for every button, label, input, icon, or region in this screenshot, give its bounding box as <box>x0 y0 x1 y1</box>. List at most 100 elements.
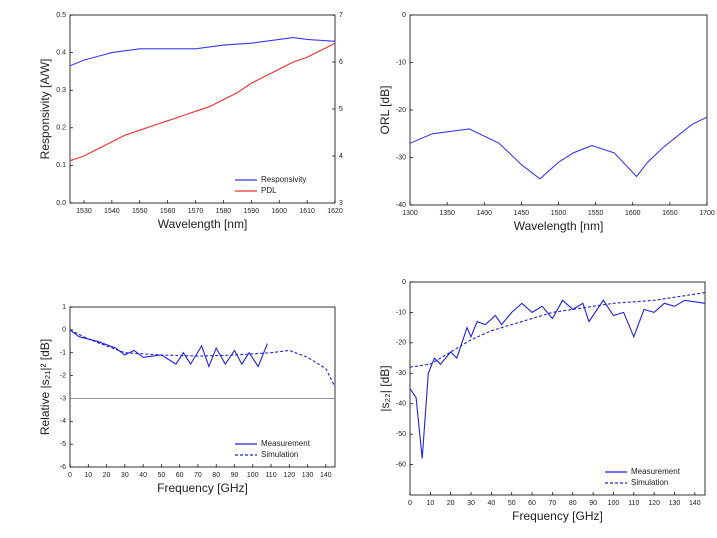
x-tick-label: 20 <box>447 500 455 507</box>
x-tick-label: 110 <box>265 472 276 479</box>
y-tick-label: -60 <box>396 461 406 468</box>
y-tick-label: -50 <box>396 431 406 438</box>
y-tick-label: 0.5 <box>56 12 66 19</box>
x-tick-label: 1400 <box>476 210 492 217</box>
y-tick-label: -30 <box>396 154 406 161</box>
y-tick-label: -4 <box>60 418 66 425</box>
series-line <box>70 42 335 162</box>
y2-tick-label: 7 <box>339 12 343 19</box>
y-tick-label: 0.1 <box>56 162 66 169</box>
x-tick-label: 1570 <box>188 208 204 215</box>
x-tick-label: 140 <box>320 472 332 479</box>
x-tick-label: 60 <box>176 472 184 479</box>
y-tick-label: -20 <box>396 107 406 114</box>
series-line <box>70 329 268 368</box>
x-tick-label: 20 <box>103 472 111 479</box>
x-tick-label: 1600 <box>625 210 641 217</box>
x-tick-label: 10 <box>426 500 434 507</box>
y-tick-label: -30 <box>396 370 406 377</box>
x-tick-label: 1550 <box>588 210 604 217</box>
plot: 0 10 20 30 40 50 60 70 80 90 100 110 120 130 140 -60 -50… <box>378 279 706 523</box>
series-line <box>70 329 335 388</box>
plot-frame <box>409 281 706 496</box>
x-tick-label: 40 <box>487 500 495 507</box>
x-tick-label: 90 <box>231 472 239 479</box>
x-tick-label: 1610 <box>299 208 315 215</box>
x-tick-label: 130 <box>669 500 681 507</box>
x-tick-label: 50 <box>508 500 516 507</box>
x-tick-label: 1350 <box>439 210 455 217</box>
x-tick-label: 30 <box>467 500 475 507</box>
y-axis-label: Relative |s₂₁|² [dB] <box>38 339 52 435</box>
x-tick-label: 0 <box>68 472 72 479</box>
x-tick-label: 1450 <box>514 210 530 217</box>
series-line <box>70 37 335 67</box>
y-tick-label: -10 <box>396 59 406 66</box>
series-line <box>410 116 707 180</box>
y-tick-label: -1 <box>60 350 66 357</box>
x-tick-label: 10 <box>84 472 92 479</box>
plot-frame <box>409 14 708 206</box>
x-tick-label: 80 <box>569 500 577 507</box>
x-tick-label: 90 <box>589 500 597 507</box>
y2-tick-label: 5 <box>339 106 343 113</box>
legend-label: Simulation <box>261 450 298 459</box>
plot: 1300 1350 1400 1450 1500 1550 1600 1650 1700 -40 -… <box>378 12 715 233</box>
y2-tick-label: 4 <box>339 153 343 160</box>
y-tick-label: 0 <box>402 12 406 19</box>
plot: 1530 1540 1550 1560 1570 1580 1590 1600 1610 1620… <box>38 12 343 231</box>
x-tick-label: 1580 <box>216 208 232 215</box>
y-tick-label: 0 <box>402 279 406 286</box>
y-axis-label: |s₂₂| [dB] <box>378 365 392 411</box>
series-line <box>410 299 705 459</box>
x-tick-label: 120 <box>283 472 295 479</box>
legend-label: Simulation <box>631 478 668 487</box>
series-line <box>410 292 705 368</box>
y-tick-label: -5 <box>60 441 66 448</box>
y-tick-label: -3 <box>60 395 66 402</box>
x-tick-label: 1500 <box>551 210 567 217</box>
x-tick-label: 100 <box>247 472 259 479</box>
y-tick-label: 0.3 <box>56 87 66 94</box>
x-tick-label: 50 <box>157 472 165 479</box>
x-tick-label: 70 <box>549 500 557 507</box>
x-tick-label: 1540 <box>104 208 120 215</box>
y2-tick-label: 3 <box>339 200 343 207</box>
y-tick-label: -2 <box>60 372 66 379</box>
y-tick-label: 0.2 <box>56 125 66 132</box>
x-axis-label: Wavelength [nm] <box>158 217 248 231</box>
x-tick-label: 60 <box>528 500 536 507</box>
x-tick-label: 1560 <box>160 208 176 215</box>
x-tick-label: 30 <box>121 472 129 479</box>
y-tick-label: -10 <box>396 309 406 316</box>
y-axis-label: ORL [dB] <box>378 86 392 135</box>
x-tick-label: 100 <box>608 500 620 507</box>
legend-label: Responsivity <box>261 175 306 184</box>
x-tick-label: 40 <box>139 472 147 479</box>
y-tick-label: 0.4 <box>56 49 66 56</box>
y-tick-label: -20 <box>396 340 406 347</box>
x-tick-label: 1590 <box>244 208 260 215</box>
x-tick-label: 1530 <box>76 208 92 215</box>
y-tick-label: 1 <box>62 304 66 311</box>
x-axis-label: Wavelength [nm] <box>514 219 604 233</box>
y-axis-label: Responsivity [A/W] <box>38 59 52 160</box>
x-tick-label: 80 <box>212 472 220 479</box>
x-tick-label: 120 <box>648 500 660 507</box>
x-tick-label: 70 <box>194 472 202 479</box>
x-tick-label: 1620 <box>327 208 343 215</box>
y-tick-label: -40 <box>396 202 406 209</box>
y-tick-label: -40 <box>396 401 406 408</box>
x-tick-label: 110 <box>628 500 639 507</box>
x-tick-label: 0 <box>408 500 412 507</box>
x-tick-label: 1550 <box>132 208 148 215</box>
x-tick-label: 130 <box>302 472 314 479</box>
x-tick-label: 1650 <box>662 210 678 217</box>
y2-tick-label: 6 <box>339 59 343 66</box>
y-tick-label: 0.0 <box>56 200 66 207</box>
x-tick-label: 1300 <box>402 210 418 217</box>
x-axis-label: Frequency [GHz] <box>157 481 248 495</box>
y-tick-label: 0 <box>62 327 66 334</box>
x-tick-label: 140 <box>689 500 701 507</box>
